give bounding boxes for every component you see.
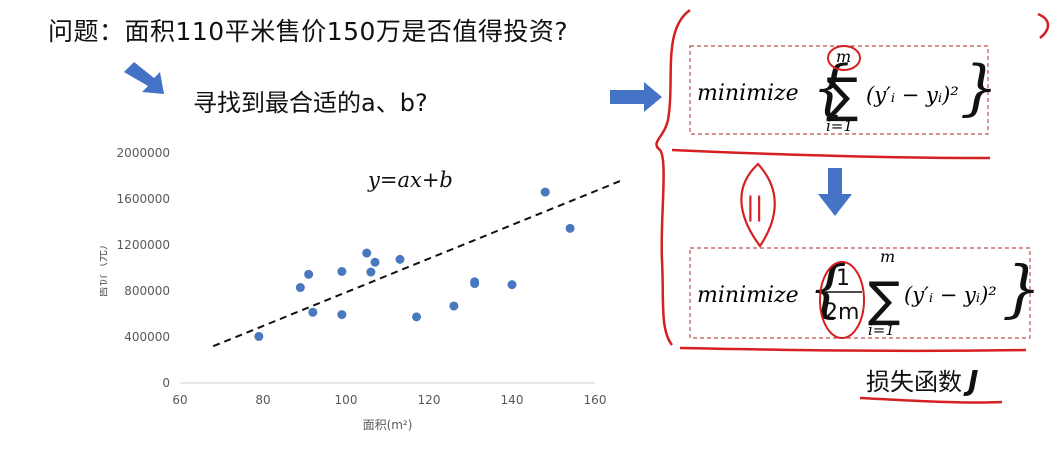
bottom-left-brace: { bbox=[808, 252, 847, 325]
bottom-sum-upper: m bbox=[880, 247, 895, 266]
loss-label-text: 损失函数 bbox=[866, 368, 962, 396]
data-point bbox=[337, 266, 347, 276]
data-point bbox=[295, 283, 305, 293]
fraction-denominator: 2m bbox=[824, 300, 859, 325]
y-tick-label: 800000 bbox=[124, 284, 170, 298]
loss-function-label: 损失函数 J bbox=[866, 362, 978, 397]
equivalence-mark: || bbox=[746, 192, 764, 222]
x-tick-label: 140 bbox=[501, 393, 524, 407]
loss-symbol: J bbox=[968, 364, 979, 397]
data-point bbox=[362, 248, 372, 258]
y-tick-label: 0 bbox=[162, 376, 170, 390]
y-tick-label: 400000 bbox=[124, 330, 170, 344]
data-point bbox=[565, 223, 575, 233]
data-point bbox=[308, 307, 318, 317]
x-tick-label: 60 bbox=[172, 393, 187, 407]
bottom-sum-lower: i=1 bbox=[868, 321, 895, 339]
bottom-right-brace: } bbox=[1002, 252, 1041, 325]
data-point bbox=[449, 301, 459, 311]
top-sigma: ∑ bbox=[826, 68, 858, 124]
arrow-right-icon bbox=[610, 82, 662, 112]
data-point bbox=[366, 267, 376, 277]
data-point bbox=[540, 187, 550, 197]
x-axis-label: 面积(m²) bbox=[363, 418, 413, 432]
arrow-down-icon bbox=[818, 168, 852, 216]
red-fraction-circle bbox=[819, 261, 865, 339]
top-right-brace: } bbox=[960, 53, 998, 123]
y-tick-label: 1600000 bbox=[117, 192, 170, 206]
red-brace-annotation bbox=[655, 8, 691, 346]
data-point bbox=[395, 254, 405, 264]
top-term: (y′ᵢ − yᵢ)² bbox=[866, 83, 959, 107]
regression-equation: y=ax+b bbox=[367, 168, 453, 192]
data-point bbox=[337, 310, 347, 320]
bottom-formula-box bbox=[689, 247, 1031, 339]
data-point bbox=[412, 312, 422, 322]
top-minimize-text: minimize bbox=[697, 81, 799, 106]
y-tick-label: 1200000 bbox=[117, 238, 170, 252]
top-sum-lower: i=1 bbox=[826, 117, 853, 135]
bottom-minimize-text: minimize bbox=[697, 283, 799, 308]
data-point bbox=[254, 331, 264, 341]
top-sum-upper: m bbox=[836, 47, 851, 66]
slide-title: 问题：面积110平米售价150万是否值得投资? bbox=[48, 17, 569, 46]
x-tick-label: 160 bbox=[584, 393, 607, 407]
scatter-chart: 0 400000 800000 1200000 1600000 2000000 60 80 10… bbox=[100, 146, 620, 432]
y-axis-label: 售价（元） bbox=[100, 238, 109, 298]
x-tick-label: 80 bbox=[255, 393, 270, 407]
data-point bbox=[507, 280, 517, 290]
x-tick-label: 100 bbox=[335, 393, 358, 407]
slide-subtitle: 寻找到最合适的a、b? bbox=[193, 89, 428, 117]
fraction-numerator: 1 bbox=[836, 266, 850, 291]
arrow-down-right-icon bbox=[124, 62, 164, 94]
red-circle-annotation bbox=[827, 45, 861, 71]
bottom-sigma: ∑ bbox=[868, 272, 900, 328]
data-point bbox=[304, 269, 314, 279]
bottom-term: (y′ᵢ − yᵢ)² bbox=[904, 283, 997, 307]
x-tick-label: 120 bbox=[418, 393, 441, 407]
data-point bbox=[470, 277, 480, 287]
equivalence-annotation bbox=[740, 162, 776, 248]
trend-line bbox=[212, 180, 620, 348]
y-tick-label: 2000000 bbox=[117, 146, 170, 160]
data-point bbox=[370, 257, 380, 267]
